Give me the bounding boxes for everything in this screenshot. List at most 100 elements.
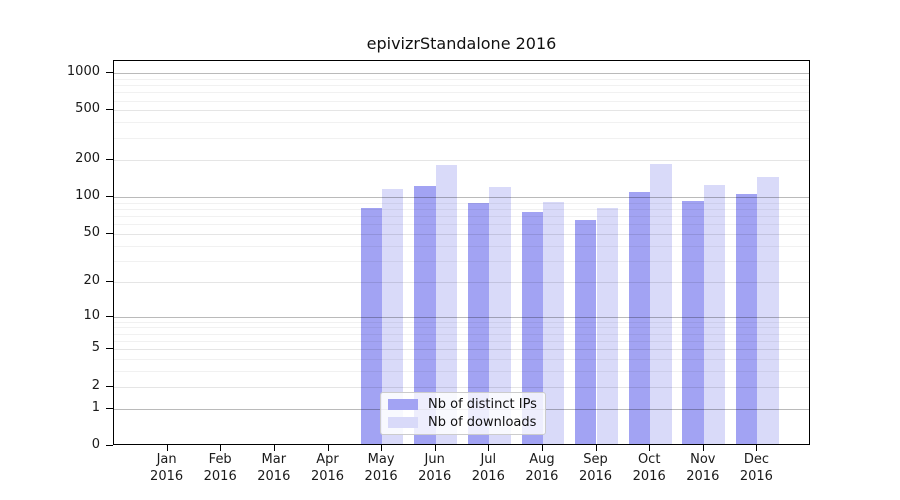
gridline bbox=[114, 316, 809, 318]
y-tick-mark bbox=[106, 232, 113, 234]
gridline-minor bbox=[114, 260, 809, 262]
bar-nb-of-downloads-dec bbox=[757, 176, 779, 444]
gridline-minor bbox=[114, 100, 809, 102]
gridline-minor bbox=[114, 341, 809, 342]
bar-nb-of-downloads-aug bbox=[542, 201, 565, 444]
x-tick-year: 2016 bbox=[525, 468, 559, 484]
x-tick-mark bbox=[541, 445, 543, 451]
gridline bbox=[114, 110, 809, 112]
x-tick-month: Jul bbox=[480, 452, 497, 467]
gridline bbox=[114, 349, 809, 351]
gridline bbox=[114, 233, 809, 235]
gridline bbox=[114, 159, 809, 161]
x-tick-label: Nov 2016 bbox=[661, 452, 745, 485]
x-tick-mark bbox=[756, 445, 758, 451]
bar-nb-of-distinct-ips-nov bbox=[682, 200, 704, 444]
bar-nb-of-downloads-may bbox=[382, 188, 404, 444]
x-tick-year: 2016 bbox=[471, 468, 505, 484]
y-tick-label: 100 bbox=[75, 187, 100, 203]
y-tick-label: 500 bbox=[75, 101, 100, 117]
x-tick-mark bbox=[649, 445, 651, 451]
y-tick-mark bbox=[106, 195, 113, 197]
x-tick-label: Jan 2016 bbox=[125, 452, 209, 485]
x-tick-label: Sep 2016 bbox=[554, 452, 638, 485]
gridline-minor bbox=[114, 85, 809, 87]
y-tick-label: 200 bbox=[75, 150, 100, 166]
gridline-minor bbox=[114, 137, 809, 139]
plot-area: Nb of distinct IPs Nb of downloads bbox=[113, 60, 810, 445]
x-tick-month: Jun bbox=[424, 452, 445, 467]
x-tick-month: May bbox=[367, 452, 395, 467]
y-tick-mark bbox=[106, 348, 113, 350]
legend-swatch bbox=[388, 417, 418, 428]
bar-nb-of-downloads-jul bbox=[489, 186, 511, 444]
gridline-minor bbox=[114, 78, 809, 80]
x-tick-year: 2016 bbox=[686, 468, 720, 484]
y-tick-mark bbox=[106, 445, 113, 446]
x-tick-label: Jun 2016 bbox=[393, 452, 477, 485]
gridline-minor bbox=[114, 333, 809, 335]
bar-nb-of-distinct-ips-sep bbox=[575, 219, 597, 444]
chart-title: epivizrStandalone 2016 bbox=[366, 34, 557, 53]
y-tick-label: 50 bbox=[83, 224, 100, 240]
y-tick-mark bbox=[106, 385, 113, 387]
gridline-minor bbox=[114, 327, 809, 329]
y-tick-mark bbox=[106, 109, 113, 111]
legend: Nb of distinct IPs Nb of downloads bbox=[380, 392, 546, 435]
gridline-minor bbox=[114, 371, 809, 373]
gridline-minor bbox=[114, 208, 809, 210]
x-tick-month: Apr bbox=[316, 452, 339, 467]
gridline-minor bbox=[114, 215, 809, 217]
legend-label: Nb of distinct IPs bbox=[428, 397, 537, 412]
x-tick-year: 2016 bbox=[257, 468, 291, 484]
gridline bbox=[114, 281, 809, 283]
gridline-minor bbox=[114, 245, 809, 247]
bar-nb-of-downloads-jun bbox=[435, 164, 458, 444]
x-tick-year: 2016 bbox=[310, 468, 345, 484]
x-tick-year: 2016 bbox=[150, 468, 184, 484]
gridline-minor bbox=[114, 92, 809, 94]
y-tick-mark bbox=[106, 315, 113, 317]
x-tick-label: Oct 2016 bbox=[607, 452, 691, 485]
x-tick-label: Aug 2016 bbox=[500, 452, 584, 485]
gridline-minor bbox=[114, 321, 809, 323]
x-tick-label: Mar 2016 bbox=[232, 452, 316, 485]
x-tick-year: 2016 bbox=[418, 468, 452, 484]
x-tick-month: Oct bbox=[637, 452, 661, 467]
bar-nb-of-downloads-sep bbox=[596, 208, 618, 444]
gridline-minor bbox=[114, 359, 809, 361]
y-tick-label: 2 bbox=[91, 377, 100, 393]
x-tick-mark bbox=[595, 445, 597, 451]
bar-nb-of-downloads-nov bbox=[703, 184, 726, 444]
y-tick-mark bbox=[106, 72, 113, 73]
bar-nb-of-distinct-ips-jun bbox=[414, 186, 436, 444]
x-tick-month: Sep bbox=[583, 452, 608, 467]
gridline bbox=[114, 196, 809, 198]
x-tick-year: 2016 bbox=[632, 468, 666, 484]
y-tick-label: 0 bbox=[91, 437, 100, 452]
x-tick-mark bbox=[273, 445, 275, 451]
x-tick-year: 2016 bbox=[364, 468, 398, 484]
x-tick-month: Feb bbox=[208, 452, 232, 467]
y-tick-label: 1000 bbox=[66, 64, 100, 79]
y-tick-label: 10 bbox=[83, 307, 100, 323]
legend-label: Nb of downloads bbox=[428, 415, 537, 430]
x-tick-year: 2016 bbox=[739, 468, 773, 484]
x-tick-mark bbox=[702, 445, 704, 451]
x-tick-year: 2016 bbox=[578, 468, 613, 484]
x-tick-mark bbox=[488, 445, 490, 451]
x-tick-month: Mar bbox=[261, 452, 287, 467]
x-tick-mark bbox=[327, 445, 329, 451]
bar-nb-of-downloads-oct bbox=[650, 164, 672, 444]
gridline-minor bbox=[114, 122, 809, 124]
legend-swatch bbox=[388, 399, 418, 410]
gridline bbox=[114, 73, 809, 74]
x-tick-month: Nov bbox=[690, 452, 716, 467]
gridline-minor bbox=[114, 224, 809, 226]
x-tick-label: Jul 2016 bbox=[446, 452, 530, 485]
y-tick-mark bbox=[106, 280, 113, 282]
legend-item: Nb of downloads bbox=[388, 415, 545, 430]
x-tick-year: 2016 bbox=[203, 468, 237, 484]
x-tick-mark bbox=[220, 445, 222, 451]
